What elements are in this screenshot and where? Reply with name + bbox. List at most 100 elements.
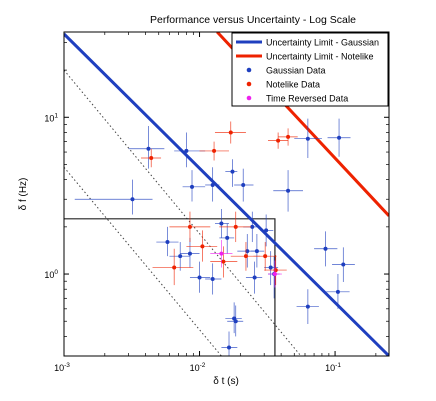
data-marker <box>323 246 328 251</box>
gaussian-point <box>234 168 254 202</box>
gaussian-point <box>182 170 206 202</box>
data-marker <box>190 184 195 189</box>
data-marker <box>200 244 205 249</box>
data-marker <box>227 345 232 350</box>
data-marker <box>286 134 291 139</box>
data-marker <box>221 259 226 264</box>
reference-line <box>64 166 222 356</box>
axes: 10-3 10-2 10-1 100 101 <box>44 32 389 373</box>
legend-notelike-limit: Uncertainty Limit - Notelike <box>236 52 374 62</box>
data-marker <box>172 265 177 270</box>
data-marker <box>149 155 154 160</box>
plot-frame <box>63 31 390 357</box>
data-marker <box>286 188 291 193</box>
data-marker <box>212 148 217 153</box>
gaussian-point <box>332 247 355 282</box>
gaussian-point <box>189 261 211 293</box>
data-marker <box>219 221 224 226</box>
gaussian-point <box>219 223 235 254</box>
data-marker <box>233 224 238 229</box>
data-marker <box>130 197 135 202</box>
data-marker <box>254 249 259 254</box>
data-marker <box>268 265 273 270</box>
x-tick-label: 10-2 <box>190 362 206 373</box>
data-marker <box>219 251 224 256</box>
legend-label: Time Reversed Data <box>266 94 348 104</box>
data-marker <box>341 262 346 267</box>
time-reversed-point <box>210 239 233 268</box>
gaussian-point <box>327 118 351 157</box>
gaussian-point <box>180 237 200 268</box>
reference-box <box>64 218 276 356</box>
notelike-point <box>186 230 218 262</box>
gaussian-point <box>221 331 238 356</box>
gaussian-point <box>294 118 322 158</box>
data-marker <box>225 235 230 240</box>
data-marker <box>146 146 151 151</box>
legend-gaussian-data: Gaussian Data <box>246 66 326 76</box>
gaussian-point <box>128 125 165 169</box>
x-tick-label: 10-3 <box>54 362 70 373</box>
data-marker <box>228 130 233 135</box>
data-marker <box>264 228 269 233</box>
gaussian-point <box>169 242 190 271</box>
legend-label: Uncertainty Limit - Notelike <box>266 52 374 62</box>
legend-label: Notelike Data <box>266 80 320 90</box>
notelike-point <box>141 148 162 168</box>
data-marker <box>230 169 235 174</box>
data-marker <box>273 268 278 273</box>
data-marker <box>243 254 248 259</box>
gaussian-point <box>214 208 230 238</box>
data-marker <box>210 276 215 281</box>
legend-marker-swatch <box>246 81 252 87</box>
notelike-point <box>253 242 277 271</box>
y-axis-label: δ f (Hz) <box>18 178 29 211</box>
legend-gaussian-limit: Uncertainty Limit - Gaussian <box>236 38 379 48</box>
chart-title: Performance versus Uncertainty - Log Sca… <box>150 14 356 26</box>
data-marker <box>233 319 238 324</box>
gaussian-point <box>227 305 244 337</box>
legend-marker-swatch <box>246 95 252 101</box>
data-marker <box>337 135 342 140</box>
gaussian-point <box>273 170 304 212</box>
notelike-point <box>278 128 298 146</box>
y-tick-label: 101 <box>44 112 58 123</box>
data-marker <box>241 182 246 187</box>
data-marker <box>184 148 189 153</box>
data-marker <box>210 182 215 187</box>
gaussian-limit-line <box>64 32 389 356</box>
gaussian-point <box>205 167 220 202</box>
data-marker <box>305 136 310 141</box>
legend-box <box>231 32 389 107</box>
legend: Uncertainty Limit - Gaussian Uncertainty … <box>231 32 389 107</box>
reference-line <box>64 69 302 356</box>
gaussian-point <box>205 263 222 295</box>
gaussian-point <box>156 226 179 257</box>
gaussian-point <box>225 159 238 187</box>
x-axis-label: δ t (s) <box>213 376 239 387</box>
notelike-point <box>152 248 194 286</box>
data-marker <box>178 254 183 259</box>
notelike-point <box>199 141 230 161</box>
data-marker <box>187 251 192 256</box>
data-marker <box>305 304 310 309</box>
gaussian-point <box>251 234 265 268</box>
data-marker <box>335 289 340 294</box>
data-marker <box>197 275 202 280</box>
notelike-point <box>219 211 252 243</box>
data-marker <box>276 138 281 143</box>
data-marker <box>165 240 170 245</box>
gaussian-point <box>74 179 153 215</box>
y-tick-label: 100 <box>44 269 58 280</box>
data-marker <box>272 272 277 277</box>
reference-lines <box>64 69 302 356</box>
gaussian-point <box>326 274 350 309</box>
notelike-point <box>169 211 211 243</box>
notelike-point <box>267 132 289 149</box>
data-marker <box>187 224 192 229</box>
data-marker <box>263 254 268 259</box>
x-tick-label: 10-1 <box>325 362 341 373</box>
legend-label: Uncertainty Limit - Gaussian <box>266 38 379 48</box>
data-marker <box>250 224 255 229</box>
